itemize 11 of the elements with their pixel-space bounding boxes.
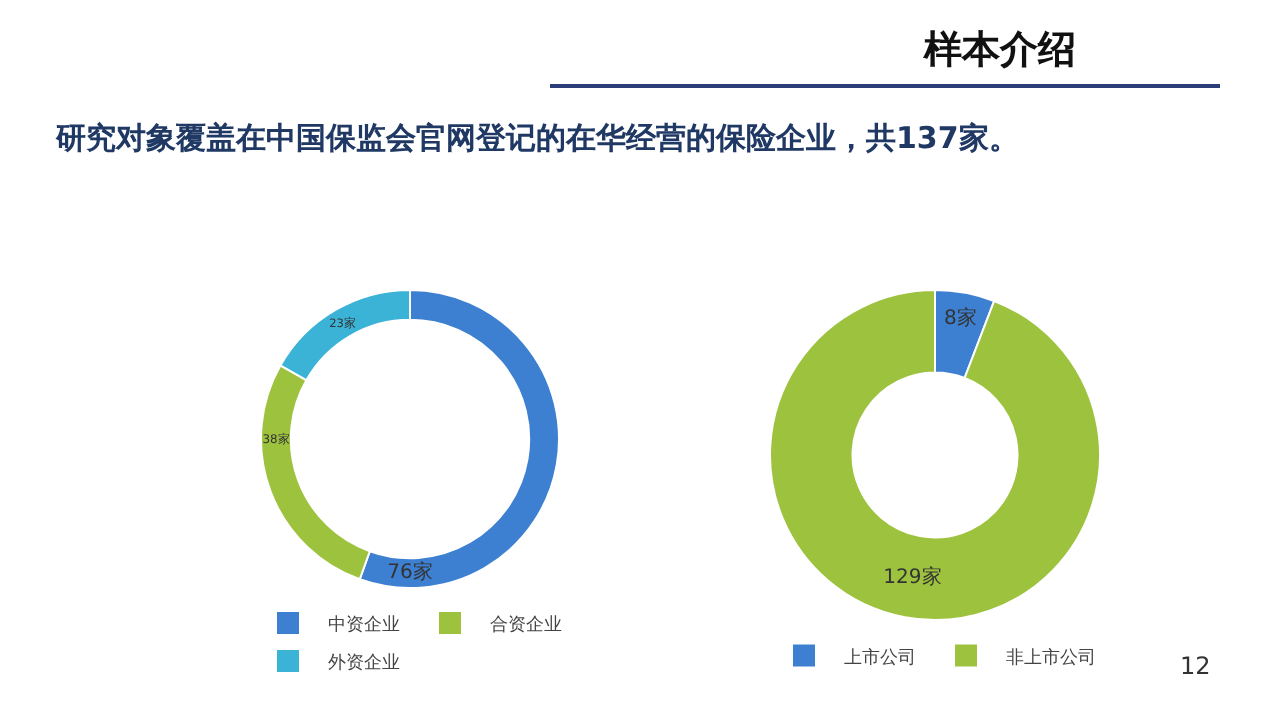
legend-label: 中资企业: [328, 613, 400, 636]
legend-label: 非上市公司: [1006, 646, 1096, 669]
chart-subtitle: 研究对象覆盖在中国保监会官网登记的在华经营的保险企业，共137家。: [56, 120, 1019, 158]
text: 12: [1180, 652, 1211, 680]
data-label: 8家: [944, 305, 977, 330]
legend-label: 合资企业: [490, 613, 562, 636]
legend-label: 外资企业: [328, 651, 400, 674]
data-label: 76家: [387, 559, 433, 584]
legend-label: 上市公司: [844, 646, 916, 669]
data-label: 129家: [883, 564, 942, 589]
chart-title: 样本介绍: [921, 26, 1078, 76]
